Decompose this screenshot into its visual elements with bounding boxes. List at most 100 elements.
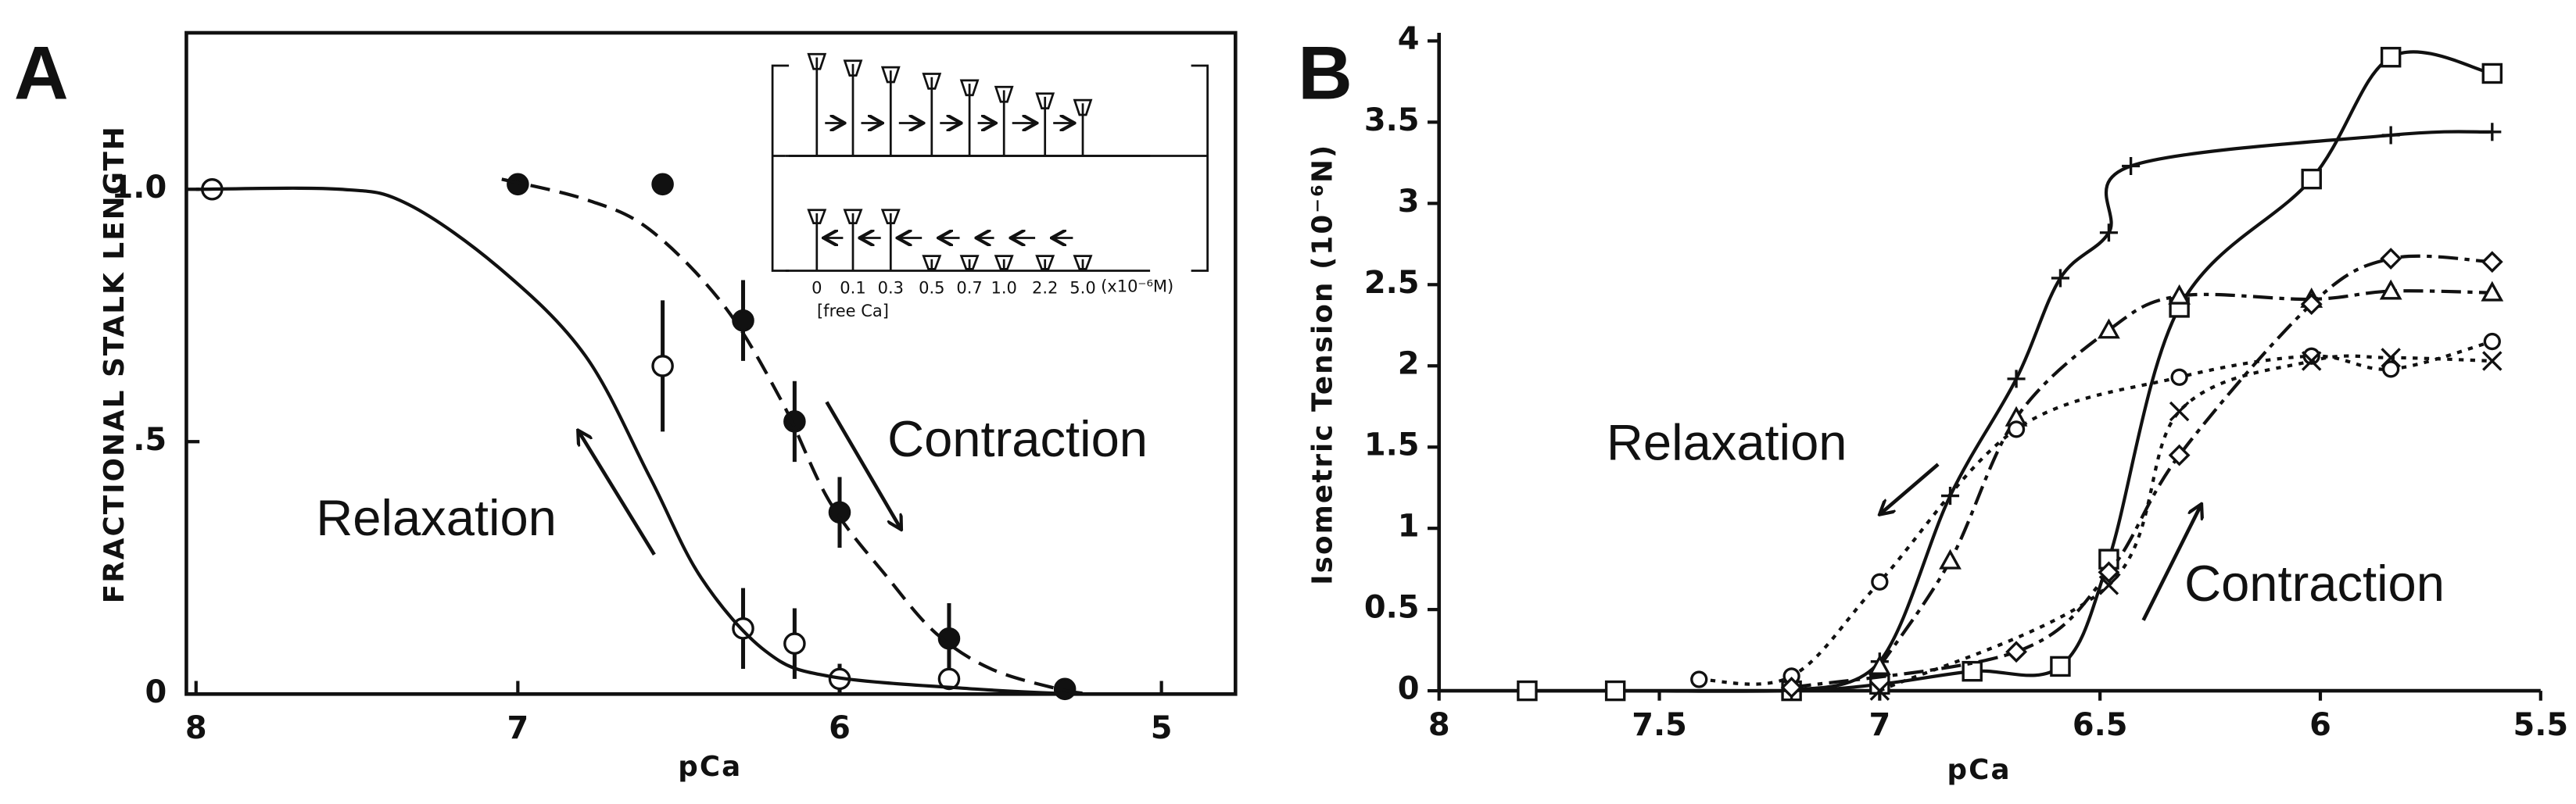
y-tick-label: 0	[145, 674, 167, 710]
point	[2382, 360, 2400, 378]
y-tick-label: 0	[1398, 671, 1420, 707]
point	[651, 173, 674, 196]
point	[1517, 680, 1538, 702]
point	[2481, 251, 2503, 273]
point	[937, 627, 961, 650]
stalk	[843, 59, 863, 156]
annotation-arrow	[1881, 463, 1940, 513]
stalk	[807, 209, 827, 271]
point	[1604, 680, 1626, 702]
y-tick-label: 2	[1398, 346, 1420, 382]
point	[2098, 561, 2120, 584]
x-tick-label: 6.5	[2073, 707, 2128, 743]
point	[2168, 284, 2191, 305]
point	[783, 632, 806, 655]
stalk	[994, 85, 1014, 156]
point	[651, 355, 674, 377]
curve	[1878, 289, 2492, 668]
annotation: Contraction	[887, 410, 1148, 467]
y-tick-label: 1.5	[1364, 427, 1420, 463]
point	[2051, 269, 2069, 288]
panel-label: A	[14, 31, 69, 115]
point	[2381, 126, 2400, 145]
y-axis-label: Isometric Tension (10⁻⁶N)	[1307, 144, 1339, 585]
point	[2381, 348, 2401, 368]
stalk	[1073, 98, 1093, 156]
stalk	[922, 255, 942, 271]
stalk	[994, 255, 1014, 271]
x-tick-label: 5.5	[2513, 707, 2568, 743]
panel-label: B	[1298, 31, 1352, 115]
point	[1869, 681, 1890, 701]
annotation: Contraction	[2184, 555, 2445, 612]
inset-label: 0.1	[840, 279, 865, 298]
x-tick-label: 5	[1151, 710, 1173, 746]
stalk	[1035, 92, 1055, 156]
annotation-arrow	[2141, 506, 2202, 621]
stalk	[807, 52, 827, 156]
point	[2301, 168, 2322, 190]
x-tick-label: 6	[829, 710, 851, 746]
point	[2483, 332, 2501, 351]
inset-unit: (x10⁻⁶M)	[1101, 277, 1173, 296]
x-tick-label: 8	[185, 710, 207, 746]
inset-label: 0.7	[956, 279, 982, 298]
curve	[1527, 50, 2493, 693]
point	[2007, 420, 2026, 438]
y-tick-label: .5	[133, 422, 167, 458]
point	[2098, 318, 2120, 339]
point	[1869, 674, 1890, 695]
point	[1690, 670, 1708, 688]
y-tick-label: 1.0	[112, 170, 167, 205]
x-axis-label: pCa	[678, 751, 742, 783]
inset-label: 0	[811, 279, 822, 298]
point	[2302, 347, 2320, 365]
point	[2005, 641, 2027, 663]
stalk	[843, 209, 863, 271]
point	[2380, 46, 2402, 68]
inset-label: 5.0	[1069, 279, 1095, 298]
annotation-arrow	[579, 431, 656, 556]
inset-label: 0.3	[878, 279, 904, 298]
point	[2481, 63, 2503, 84]
inset-label: 0.5	[919, 279, 944, 298]
inset-label: 2.2	[1032, 279, 1058, 298]
x-axis-label: pCa	[1947, 754, 2012, 786]
stalk	[959, 79, 980, 156]
point	[2170, 368, 2188, 386]
point	[2380, 248, 2402, 270]
point	[1962, 660, 1983, 682]
y-tick-label: 4	[1398, 21, 1420, 57]
point	[2301, 351, 2322, 371]
curve	[195, 186, 1075, 696]
y-tick-label: 2.5	[1364, 265, 1420, 301]
y-tick-label: 3	[1398, 184, 1420, 220]
point	[1871, 573, 1889, 591]
point	[1780, 677, 1803, 699]
point	[2300, 293, 2323, 316]
point	[2099, 223, 2118, 242]
x-tick-label: 7	[1868, 707, 1890, 743]
point	[828, 501, 851, 524]
curve	[501, 177, 1091, 696]
point	[2122, 156, 2141, 176]
point	[2482, 351, 2503, 371]
x-tick-label: 7.5	[1632, 707, 1687, 743]
stalk	[959, 255, 980, 271]
point	[2481, 281, 2504, 302]
y-axis-label: FRACTIONAL STALK LENGTH	[99, 125, 131, 603]
point	[1868, 654, 1891, 675]
point	[2050, 656, 2071, 677]
point	[2007, 370, 2026, 388]
x-tick-label: 7	[507, 710, 528, 746]
inset: 0 0.1 0.3 0.5 0.7 1.0 2.2 5.0 (x10⁻⁶M) [free Ca]	[771, 52, 1209, 320]
point	[2483, 123, 2502, 141]
inset-label: 1.0	[991, 279, 1016, 298]
x-tick-label: 6	[2309, 707, 2331, 743]
y-tick-label: 0.5	[1364, 590, 1420, 626]
stalk	[880, 66, 901, 156]
x-tick-label: 8	[1428, 707, 1450, 743]
stalk	[880, 209, 901, 271]
